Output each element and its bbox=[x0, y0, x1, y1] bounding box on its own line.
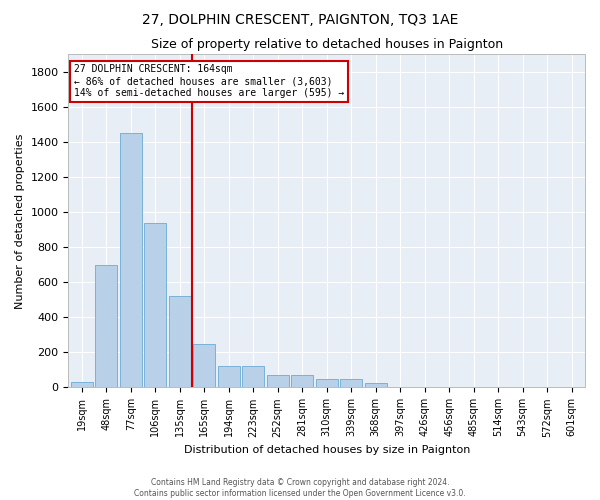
Bar bbox=[193, 344, 215, 388]
Bar bbox=[291, 375, 313, 388]
Bar bbox=[560, 386, 583, 388]
Text: 27, DOLPHIN CRESCENT, PAIGNTON, TQ3 1AE: 27, DOLPHIN CRESCENT, PAIGNTON, TQ3 1AE bbox=[142, 12, 458, 26]
Bar bbox=[145, 222, 166, 388]
Bar bbox=[365, 383, 386, 388]
X-axis label: Distribution of detached houses by size in Paignton: Distribution of detached houses by size … bbox=[184, 445, 470, 455]
Bar bbox=[463, 386, 485, 388]
Title: Size of property relative to detached houses in Paignton: Size of property relative to detached ho… bbox=[151, 38, 503, 51]
Bar bbox=[340, 378, 362, 388]
Bar bbox=[389, 386, 411, 388]
Bar bbox=[487, 386, 509, 388]
Bar bbox=[267, 375, 289, 388]
Bar bbox=[71, 382, 93, 388]
Bar bbox=[120, 134, 142, 388]
Text: Contains HM Land Registry data © Crown copyright and database right 2024.
Contai: Contains HM Land Registry data © Crown c… bbox=[134, 478, 466, 498]
Bar bbox=[438, 386, 460, 388]
Bar bbox=[316, 378, 338, 388]
Bar bbox=[95, 265, 118, 388]
Y-axis label: Number of detached properties: Number of detached properties bbox=[15, 134, 25, 308]
Bar bbox=[413, 386, 436, 388]
Bar bbox=[242, 366, 264, 388]
Bar bbox=[218, 366, 240, 388]
Bar bbox=[169, 296, 191, 388]
Text: 27 DOLPHIN CRESCENT: 164sqm
← 86% of detached houses are smaller (3,603)
14% of : 27 DOLPHIN CRESCENT: 164sqm ← 86% of det… bbox=[74, 64, 344, 98]
